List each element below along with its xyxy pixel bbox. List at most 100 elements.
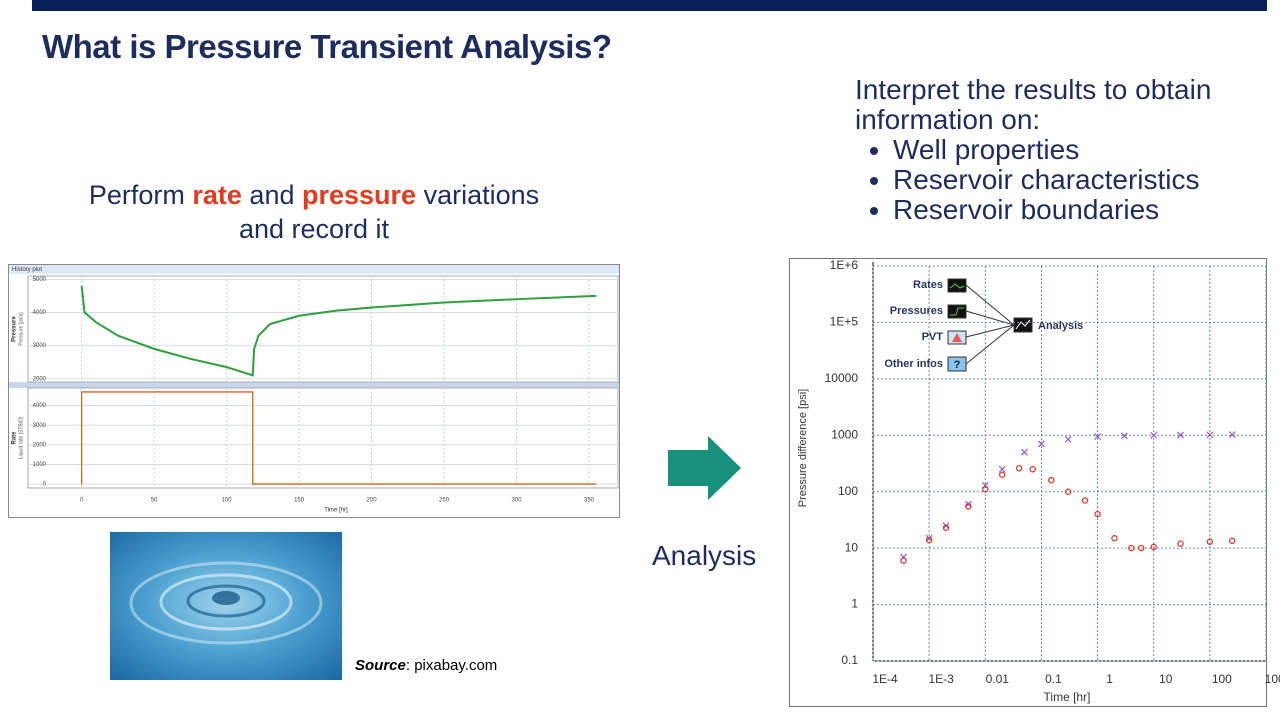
- inset-label: PVT: [922, 331, 944, 343]
- y-tick-label: 3000: [33, 423, 47, 429]
- source-label: Source: [355, 657, 406, 674]
- y-tick-label: 1E+6: [830, 258, 859, 272]
- inset-label: Other infos: [884, 358, 943, 370]
- bullet: Reservoir boundaries: [893, 195, 1255, 225]
- x-tick-label: 200: [367, 498, 378, 504]
- x-tick-label: 1: [1106, 672, 1113, 686]
- right-text: Interpret the results to obtain informat…: [855, 75, 1255, 225]
- y-tick-label: 2000: [33, 376, 47, 382]
- point: [1064, 435, 1072, 443]
- point: [1177, 431, 1184, 439]
- x-tick-label: 1E-4: [872, 672, 898, 686]
- x-tick-label: 0.1: [1045, 672, 1062, 686]
- rate-line: [80, 391, 597, 485]
- y-axis-sublabel: Pressure [psia]: [18, 312, 24, 346]
- point: [1150, 431, 1158, 439]
- y-tick-label: 1000: [831, 427, 858, 441]
- point: [1206, 431, 1214, 439]
- point: [1138, 544, 1145, 552]
- point: [1120, 432, 1128, 440]
- point: [942, 524, 950, 531]
- point: [1065, 488, 1072, 495]
- caption-text: Perform: [88, 180, 193, 210]
- point: [925, 536, 933, 544]
- inset-label: Rates: [913, 279, 943, 291]
- y-tick-label: 1000: [33, 462, 47, 468]
- point: [1094, 510, 1101, 518]
- point: [1150, 543, 1157, 551]
- caption-highlight: rate: [192, 180, 242, 210]
- intro: Interpret the results to obtain informat…: [855, 74, 1212, 135]
- bullet: Well properties: [893, 135, 1255, 165]
- y-tick-label: 0: [43, 482, 47, 488]
- history-titlebar: [9, 265, 619, 274]
- bullet: Reservoir characteristics: [893, 165, 1255, 195]
- y-tick-label: 10: [845, 540, 859, 554]
- y-axis-label: Rate: [12, 431, 18, 445]
- point: [1094, 433, 1101, 440]
- inset-help: ?: [954, 359, 961, 371]
- y-tick-label: 10000: [825, 371, 859, 385]
- caption-text: and record it: [238, 214, 390, 244]
- history-title: History plot: [12, 267, 42, 273]
- point: [1128, 544, 1135, 552]
- history-frame: [8, 264, 620, 518]
- x-axis-label: Time [hr]: [324, 508, 348, 514]
- y-axis-label: Pressure: [12, 315, 18, 341]
- x-tick-label: 1E-3: [928, 672, 954, 686]
- point: [1038, 440, 1045, 448]
- point: [998, 465, 1006, 473]
- x-tick-label: 0.01: [986, 672, 1010, 686]
- point: [1111, 535, 1118, 542]
- point: [1015, 465, 1023, 472]
- inset-output: Analysis: [1038, 320, 1083, 332]
- point: [1177, 540, 1184, 547]
- y-tick-label: 1: [851, 597, 858, 611]
- x-tick-label: 250: [439, 498, 450, 504]
- panel-frame: [27, 275, 619, 383]
- inset-label: Pressures: [890, 305, 943, 317]
- caption-text: and: [241, 180, 302, 210]
- y-tick-label: 5000: [33, 277, 47, 283]
- y-tick-label: 100: [838, 484, 858, 498]
- x-tick-label: 150: [294, 498, 305, 504]
- caption: Perform rate and pressure variations and…: [60, 178, 568, 246]
- caption-highlight: pressure: [301, 180, 417, 210]
- loglog-frame: [789, 258, 1267, 707]
- point: [1228, 537, 1236, 544]
- x-tick-label: 50: [151, 498, 158, 504]
- point: [965, 503, 972, 510]
- source-text: : pixabay.com: [405, 657, 498, 674]
- water-image: [110, 532, 342, 680]
- y-tick-label: 3000: [33, 343, 47, 349]
- point: [1081, 497, 1089, 504]
- y-tick-label: 4000: [33, 403, 47, 409]
- slide-title: What is Pressure Transient Analysis?: [42, 28, 612, 65]
- point: [998, 471, 1006, 478]
- header-bar: [32, 0, 1267, 11]
- y-tick-label: 0.1: [841, 653, 858, 667]
- x-tick-label: 350: [584, 498, 595, 504]
- source: Source: pixabay.com: [355, 657, 497, 674]
- panel-frame: [27, 387, 619, 489]
- arrow-label: Analysis: [652, 540, 757, 571]
- point: [982, 486, 989, 493]
- point: [1048, 476, 1055, 484]
- caption-text: variations: [416, 180, 540, 210]
- pressure-line: [80, 285, 597, 377]
- x-tick-label: 100: [222, 498, 233, 504]
- x-tick-label: 100: [1212, 672, 1232, 686]
- x-tick-label: 10: [1159, 672, 1173, 686]
- point: [1021, 448, 1028, 456]
- point: [1228, 431, 1236, 438]
- y-tick-label: 2000: [33, 442, 47, 448]
- point: [1029, 466, 1036, 473]
- y-tick-label: 4000: [33, 310, 47, 316]
- y-tick-label: 1E+5: [830, 315, 859, 329]
- x-tick-label: 1000: [1265, 672, 1280, 686]
- y-axis-label: Pressure difference [psi]: [797, 389, 809, 507]
- x-tick-label: 300: [512, 498, 523, 504]
- arrow: [668, 436, 741, 500]
